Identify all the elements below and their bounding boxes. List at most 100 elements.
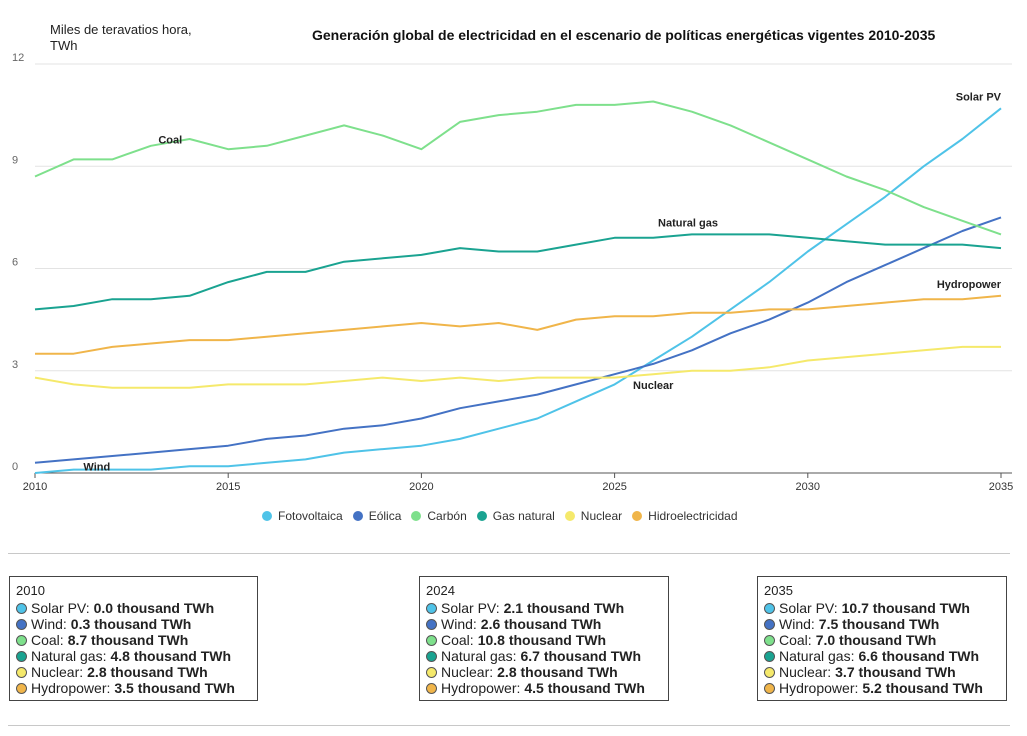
x-tick-label: 2020 <box>409 481 433 493</box>
chart-title: Generación global de electricidad en el … <box>312 27 936 43</box>
tooltip-row: Solar PV: 0.0 thousand TWh <box>16 600 251 616</box>
tooltip-value: 3.5 thousand TWh <box>114 680 235 696</box>
legend-label: Fotovoltaica <box>278 509 343 523</box>
tooltip-swatch <box>764 634 775 646</box>
tooltip-value: 4.8 thousand TWh <box>110 648 232 664</box>
y-axis-title-line2: TWh <box>50 38 78 53</box>
tooltip-row: Natural gas: 4.8 thousand TWh <box>16 648 251 664</box>
tooltip-year: 2024 <box>426 583 455 598</box>
series-annotations: Coal Natural gas Solar PV Hydropower Nuclear… <box>83 91 1001 473</box>
tooltip-label: Natural gas: <box>441 648 517 664</box>
tooltip-label: Nuclear: <box>441 664 494 680</box>
legend-swatch <box>564 511 575 521</box>
tooltip-swatch <box>16 618 27 630</box>
tooltip-swatch <box>764 618 775 630</box>
x-tick-label: 2010 <box>23 481 47 493</box>
legend-label: Carbón <box>427 509 467 523</box>
tooltip-swatch <box>426 618 437 630</box>
tooltip-value: 10.8 thousand TWh <box>477 632 607 648</box>
y-tick-label: 6 <box>12 257 18 269</box>
tooltip-value: 6.7 thousand TWh <box>520 648 642 664</box>
legend-item-hydro[interactable]: Hidroelectricidad <box>632 509 738 523</box>
tooltip-label: Wind: <box>441 616 477 632</box>
tooltip-swatch <box>764 650 775 662</box>
tooltip-value: 7.5 thousand TWh <box>818 616 940 632</box>
tooltip-swatch <box>426 650 437 662</box>
tooltip-label: Coal: <box>779 632 812 648</box>
tooltip-value: 6.6 thousand TWh <box>858 648 980 664</box>
tooltip-label: Coal: <box>31 632 64 648</box>
tooltip-row: Natural gas: 6.6 thousand TWh <box>764 648 1000 664</box>
annotation-wind: Wind <box>83 461 110 473</box>
tooltip-label: Solar PV: <box>779 600 838 616</box>
tooltip-row: Nuclear: 2.8 thousand TWh <box>16 664 251 680</box>
tooltip-label: Hydropower: <box>779 680 859 696</box>
tooltip-label: Wind: <box>779 616 815 632</box>
tooltip-swatch <box>764 682 775 694</box>
tooltip-row: Hydropower: 3.5 thousand TWh <box>16 680 251 696</box>
tooltip-value: 4.5 thousand TWh <box>524 680 645 696</box>
y-tick-label: 0 <box>12 461 18 473</box>
annotation-solar: Solar PV <box>956 91 1002 103</box>
tooltip-row: Coal: 10.8 thousand TWh <box>426 632 662 648</box>
tooltip-row: Natural gas: 6.7 thousand TWh <box>426 648 662 664</box>
tooltip-value: 2.8 thousand TWh <box>87 664 208 680</box>
tooltip-label: Wind: <box>31 616 67 632</box>
y-tick-label: 3 <box>12 359 18 371</box>
x-tick-label: 2035 <box>989 481 1013 493</box>
tooltip-row: Hydropower: 5.2 thousand TWh <box>764 680 1000 696</box>
tooltip-value: 5.2 thousand TWh <box>862 680 983 696</box>
tooltip-label: Hydropower: <box>441 680 521 696</box>
tooltip-value: 3.7 thousand TWh <box>835 664 956 680</box>
annotation-gas: Natural gas <box>658 217 718 229</box>
series-line-nuclear[interactable] <box>34 345 1001 389</box>
tooltip-2010: 2010 Solar PV: 0.0 thousand TWh Wind: 0.3 th… <box>9 576 258 701</box>
tooltip-year: 2010 <box>16 583 45 598</box>
tooltip-label: Natural gas: <box>779 648 855 664</box>
tooltip-value: 0.3 thousand TWh <box>70 616 192 632</box>
series-line-solar[interactable] <box>34 107 1002 474</box>
y-tick-label: 9 <box>12 154 18 166</box>
tooltip-label: Coal: <box>441 632 474 648</box>
series-line-wind[interactable] <box>34 216 1002 464</box>
legend-label: Eólica <box>368 509 402 523</box>
tooltip-value: 2.8 thousand TWh <box>497 664 618 680</box>
tooltip-swatch <box>426 682 437 694</box>
tooltip-row: Solar PV: 10.7 thousand TWh <box>764 600 1000 616</box>
legend-swatch <box>352 511 363 521</box>
grid-lines <box>35 63 1012 474</box>
tooltip-2035: 2035 Solar PV: 10.7 thousand TWh Wind: 7.5 t… <box>757 576 1007 701</box>
legend-label: Nuclear <box>580 509 623 523</box>
tooltip-label: Solar PV: <box>441 600 500 616</box>
tooltip-label: Hydropower: <box>31 680 111 696</box>
tooltip-row: Nuclear: 2.8 thousand TWh <box>426 664 662 680</box>
legend-item-wind[interactable]: Eólica <box>352 509 402 523</box>
tooltip-value: 0.0 thousand TWh <box>93 600 215 616</box>
tooltip-swatch <box>426 602 437 614</box>
legend-swatch <box>411 511 422 521</box>
y-tick-label: 12 <box>12 52 24 64</box>
y-axis-title-line1: Miles de teravatios hora, <box>50 22 192 37</box>
x-tick-label: 2025 <box>602 481 626 493</box>
tooltip-value: 7.0 thousand TWh <box>815 632 937 648</box>
legend-item-nuclear[interactable]: Nuclear <box>564 509 623 523</box>
legend-item-solar[interactable]: Fotovoltaica <box>262 509 343 523</box>
tooltip-row: Wind: 2.6 thousand TWh <box>426 616 662 632</box>
tooltip-year: 2035 <box>764 583 793 598</box>
legend-item-gas[interactable]: Gas natural <box>476 509 555 523</box>
series-line-hydro[interactable] <box>35 294 1002 355</box>
series-line-gas[interactable] <box>34 233 1002 311</box>
tooltip-row: Nuclear: 3.7 thousand TWh <box>764 664 1000 680</box>
tooltip-2024: 2024 Solar PV: 2.1 thousand TWh Wind: 2.6 th… <box>419 576 669 701</box>
tooltip-row: Coal: 8.7 thousand TWh <box>16 632 251 648</box>
tooltip-row: Coal: 7.0 thousand TWh <box>764 632 1000 648</box>
series-line-coal[interactable] <box>34 100 1002 236</box>
tooltip-value: 2.6 thousand TWh <box>480 616 602 632</box>
tooltip-row: Hydropower: 4.5 thousand TWh <box>426 680 662 696</box>
legend-swatch <box>262 511 272 521</box>
tooltip-label: Solar PV: <box>31 600 90 616</box>
tooltip-label: Natural gas: <box>31 648 107 664</box>
annotation-nuclear: Nuclear <box>633 380 674 392</box>
legend-item-coal[interactable]: Carbón <box>411 509 467 523</box>
legend-swatch <box>476 511 487 521</box>
